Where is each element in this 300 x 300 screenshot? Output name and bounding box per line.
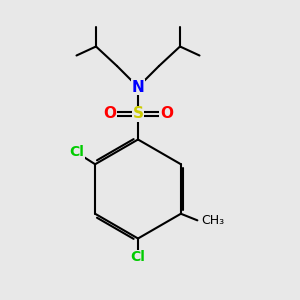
Text: O: O xyxy=(160,106,173,122)
Text: N: N xyxy=(132,80,144,94)
Text: Cl: Cl xyxy=(70,145,85,159)
Text: Cl: Cl xyxy=(130,250,146,264)
Text: CH₃: CH₃ xyxy=(201,214,224,227)
Text: S: S xyxy=(133,106,143,122)
Text: O: O xyxy=(103,106,116,122)
